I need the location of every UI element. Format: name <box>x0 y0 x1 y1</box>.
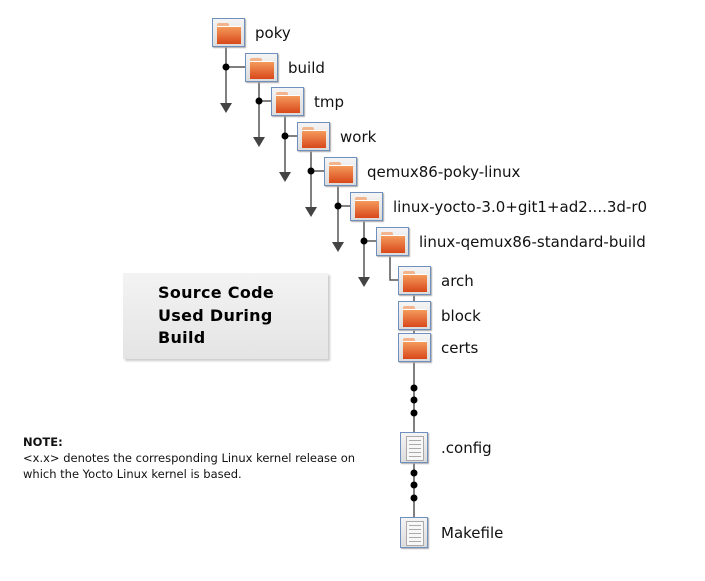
junction-dot <box>360 237 368 245</box>
arrow-down-icon <box>305 207 317 217</box>
folder-icon <box>212 18 245 47</box>
tree-node[interactable]: .config <box>400 432 492 463</box>
folder-icon <box>350 192 383 221</box>
node-label: .config <box>441 438 492 457</box>
junction-dot <box>255 97 263 105</box>
callout-line: Build <box>158 328 206 347</box>
junction-dot <box>334 202 342 210</box>
node-label: arch <box>441 271 474 290</box>
folder-icon <box>398 333 431 362</box>
callout-line: Used During <box>158 305 273 325</box>
ellipsis-dot <box>410 409 418 417</box>
note-title: NOTE: <box>23 435 63 449</box>
folder-icon <box>398 301 431 330</box>
tree-node[interactable]: arch <box>398 266 474 295</box>
folder-icon <box>398 266 431 295</box>
node-label: qemux86-poky-linux <box>367 162 521 181</box>
arrow-down-icon <box>279 172 291 182</box>
junction-dot <box>307 167 315 175</box>
ellipsis-dot <box>410 481 418 489</box>
node-label: certs <box>441 338 479 357</box>
junction-dot <box>281 132 289 140</box>
note: NOTE: <x.x> denotes the corresponding Li… <box>23 434 355 482</box>
note-text: <x.x> denotes the corresponding Linux ke… <box>23 451 356 465</box>
tree-node[interactable]: qemux86-poky-linux <box>324 157 520 186</box>
arrow-down-icon <box>332 242 344 252</box>
node-label: Makefile <box>441 523 504 542</box>
arrow-down-icon <box>220 103 232 113</box>
connector-line <box>389 255 398 281</box>
file-icon <box>400 517 428 548</box>
node-label: tmp <box>314 92 345 111</box>
tree-node[interactable]: block <box>398 301 481 330</box>
node-label: poky <box>255 23 291 42</box>
folder-icon <box>324 157 357 186</box>
ellipsis-dot <box>410 494 418 502</box>
tree-node[interactable]: tmp <box>271 87 344 116</box>
tree-node[interactable]: build <box>245 53 325 82</box>
folder-icon <box>245 53 278 82</box>
node-label: work <box>340 127 377 146</box>
arrow-down-icon <box>358 277 370 287</box>
folder-icon <box>297 122 330 151</box>
tree-node[interactable]: linux-yocto-3.0+git1+ad2....3d-r0 <box>350 192 647 221</box>
tree-node[interactable]: poky <box>212 18 291 47</box>
file-icon <box>400 432 428 463</box>
arrow-down-icon <box>253 137 265 147</box>
tree-node[interactable]: Makefile <box>400 517 503 548</box>
callout-line: Source Code <box>158 283 275 302</box>
node-label: build <box>288 58 325 77</box>
node-label: linux-qemux86-standard-build <box>419 232 646 251</box>
node-label: block <box>441 306 481 325</box>
tree-node[interactable]: certs <box>398 333 478 362</box>
tree-node[interactable]: work <box>297 122 376 151</box>
ellipsis-dot <box>410 396 418 404</box>
node-label: linux-yocto-3.0+git1+ad2....3d-r0 <box>393 197 648 216</box>
note-text: which the Yocto Linux kernel is based. <box>23 467 242 481</box>
folder-icon <box>376 227 409 256</box>
tree-node[interactable]: linux-qemux86-standard-build <box>376 227 646 256</box>
junction-dot <box>222 63 230 71</box>
folder-icon <box>271 87 304 116</box>
source-code-callout: Source Code Used During Build <box>123 273 328 359</box>
ellipsis-dot <box>410 384 418 392</box>
ellipsis-dot <box>410 469 418 477</box>
